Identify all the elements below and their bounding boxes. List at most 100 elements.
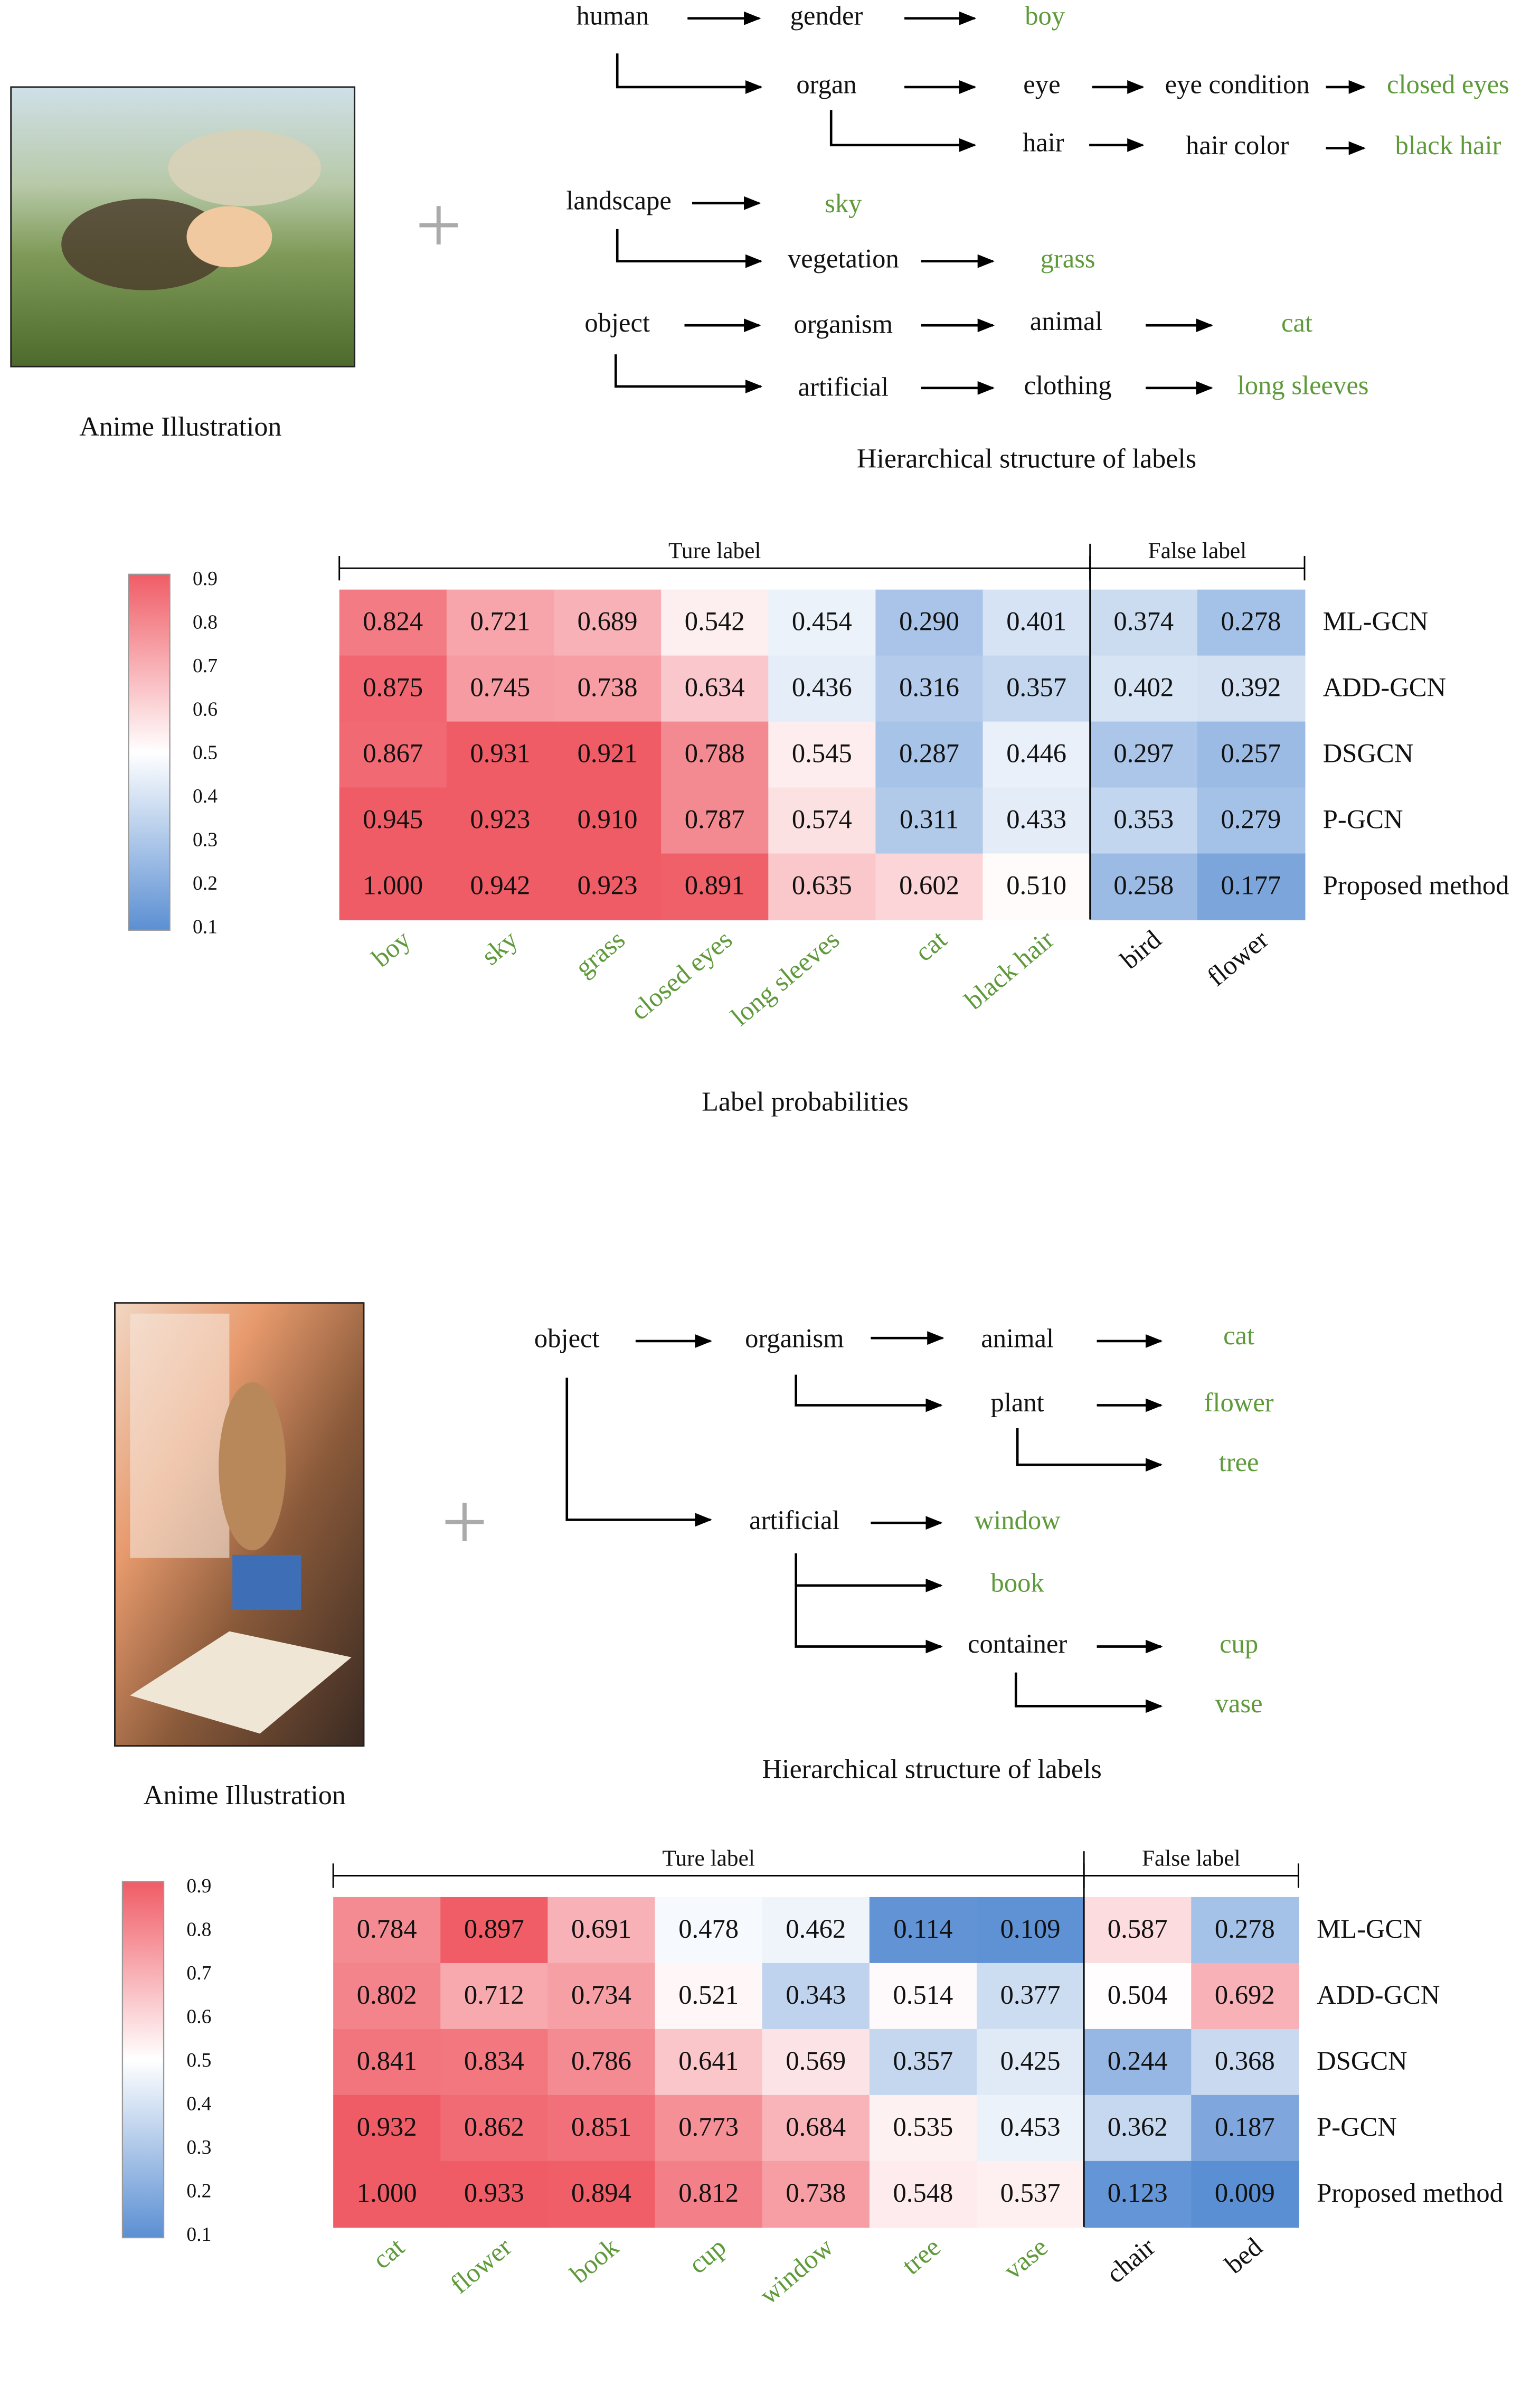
heatmap-cell [1090,655,1198,723]
heatmap-cell [977,2095,1085,2162]
cell-value: 0.784 [357,1914,417,1944]
colorbar-tick-label: 0.5 [193,742,218,764]
column-label: book [564,2231,625,2288]
heatmap-cell [1084,1897,1192,1964]
heatmap-cell [1090,589,1198,657]
cell-value: 0.244 [1108,2046,1168,2076]
label-node: cat [1281,308,1312,337]
label-node: tree [1219,1447,1259,1477]
colorbar [128,573,171,931]
row-label: P-GCN [1317,2112,1397,2142]
cell-value: 0.634 [685,673,745,702]
heatmap-cell [446,655,555,723]
heatmap-cell [554,853,662,920]
colorbar-tick-label: 0.4 [193,785,218,807]
cell-value: 0.462 [786,1914,846,1944]
colorbar-tick-label: 0.9 [186,1875,211,1897]
colorbar-tick-label: 0.3 [186,2136,211,2158]
cell-value: 0.910 [578,805,638,834]
heatmap-cell [762,2095,871,2162]
cell-value: 0.738 [786,2178,846,2208]
cell-value: 0.569 [786,2046,846,2076]
heatmap-cell [1191,2161,1299,2228]
cell-value: 0.542 [685,607,745,636]
cell-value: 0.894 [571,2178,631,2208]
label-node: hair [1023,127,1064,157]
cell-value: 0.392 [1221,673,1281,702]
arrow [565,1378,712,1527]
heatmap-cell [1191,1963,1299,2030]
label-node: artificial [749,1505,839,1535]
heatmap-cell [1197,853,1306,920]
heatmap: 0.824 0.721 0.689 0.542 0.454 0.290 0.401 0.374… [128,538,1509,1117]
heatmap-cell [869,1897,978,1964]
heatmap-cell [762,2029,871,2096]
cell-value: 0.177 [1221,871,1281,900]
heatmap-cell [440,1963,549,2030]
colorbar-tick-label: 0.7 [186,1962,211,1984]
cell-value: 0.689 [578,607,638,636]
cell-value: 0.478 [678,1914,739,1944]
heatmap-cell [869,1963,978,2030]
heatmap-cell [875,589,984,657]
cell-value: 0.357 [1006,673,1066,702]
cell-value: 0.510 [1006,871,1066,900]
heatmap-cell [1084,1963,1192,2030]
colorbar-tick-label: 0.1 [186,2223,211,2246]
heatmap: 0.784 0.897 0.691 0.478 0.462 0.114 0.109 0.587… [121,1845,1503,2395]
heatmap-cell [768,787,876,854]
heatmap-cell [440,2095,549,2162]
row-label: P-GCN [1323,805,1403,834]
cell-value: 0.734 [571,1980,631,2010]
heatmap-cell [547,1897,656,1964]
label-node: object [584,308,650,337]
heatmap-cell [1197,655,1306,723]
image-caption: Anime Illustration [144,1780,346,1811]
arrow [616,53,763,94]
heatmap-cell [661,721,769,789]
cell-value: 0.009 [1215,2178,1275,2208]
heatmap-cell [768,589,876,657]
heatmap-cell [446,589,555,657]
cell-value: 0.931 [470,739,530,768]
cell-value: 0.362 [1108,2112,1168,2142]
heatmap-cell [982,655,1091,723]
label-node: human [577,1,649,30]
cell-value: 0.297 [1113,739,1174,768]
heatmap-cell [768,655,876,723]
colorbar-tick-label: 0.1 [193,916,218,938]
column-label: black hair [959,925,1060,1015]
heatmap-cell [1197,787,1306,854]
cell-value: 0.851 [571,2112,631,2142]
cell-value: 0.721 [470,607,530,636]
label-node: cat [1223,1321,1254,1350]
colorbar-tick-label: 0.6 [186,2006,211,2028]
label-node: organism [794,309,893,339]
label-node: eye [1023,70,1060,99]
label-node: vegetation [788,243,899,273]
colorbar-tick-label: 0.2 [186,2180,211,2202]
heatmap-cell [339,655,448,723]
column-label: cat [909,925,952,967]
heatmap-cell [333,1963,441,2030]
label-node: gender [790,1,863,30]
hierarchy-caption: Hierarchical structure of labels [762,1755,1102,1785]
heatmap-cell [875,655,984,723]
heatmap-cell [661,655,769,723]
heatmap-cell [440,1897,549,1964]
heatmap-cell [655,2161,763,2228]
cell-value: 0.279 [1221,805,1281,834]
heatmap-cell [339,589,448,657]
cell-value: 0.401 [1006,607,1066,636]
colorbar-tick-label: 0.9 [193,568,218,590]
label-node: animal [1030,306,1103,336]
heatmap-cell [977,1897,1085,1964]
row-label: DSGCN [1323,739,1414,768]
row-label: ML-GCN [1317,1914,1422,1944]
cell-value: 0.923 [470,805,530,834]
column-label: grass [569,925,630,983]
heatmap-cell [655,2095,763,2162]
cell-value: 0.945 [363,805,423,834]
heatmap-cell [1191,2095,1299,2162]
